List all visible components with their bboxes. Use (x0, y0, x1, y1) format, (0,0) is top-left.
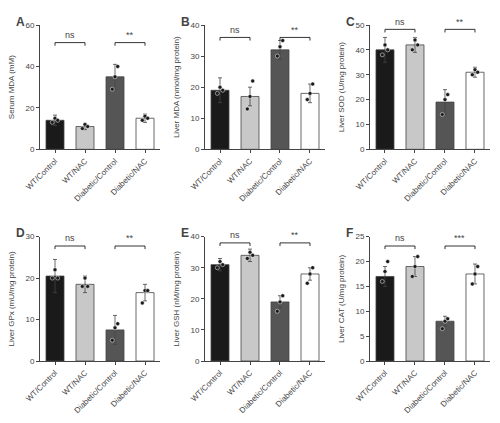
svg-text:ns: ns (395, 17, 405, 27)
svg-text:WT/Control: WT/Control (354, 368, 389, 403)
svg-text:20: 20 (191, 83, 200, 92)
svg-text:WT/Control: WT/Control (189, 157, 224, 192)
svg-text:Diabetic/Control: Diabetic/Control (238, 368, 285, 415)
svg-text:15: 15 (355, 282, 364, 291)
svg-text:Liver SOD (U/mg protein): Liver SOD (U/mg protein) (337, 42, 346, 133)
svg-text:25: 25 (355, 232, 364, 241)
svg-text:ns: ns (395, 233, 405, 243)
svg-text:20: 20 (191, 295, 200, 304)
svg-text:40: 40 (25, 62, 34, 71)
svg-text:WT/Control: WT/Control (354, 157, 389, 192)
svg-text:20: 20 (25, 104, 34, 113)
svg-text:B: B (181, 15, 190, 29)
svg-text:ns: ns (65, 30, 75, 40)
svg-text:40: 40 (191, 21, 200, 30)
svg-text:WT/Control: WT/Control (189, 368, 224, 403)
svg-text:WT/NAC: WT/NAC (391, 368, 420, 397)
svg-text:ns: ns (230, 25, 240, 35)
svg-text:Diabetic/Control: Diabetic/Control (73, 368, 120, 415)
svg-text:D: D (16, 226, 25, 240)
svg-text:10: 10 (191, 326, 200, 335)
svg-text:40: 40 (355, 46, 364, 55)
svg-text:30: 30 (191, 264, 200, 273)
svg-text:50: 50 (355, 21, 364, 30)
svg-text:ns: ns (230, 230, 240, 240)
svg-text:WT/NAC: WT/NAC (61, 157, 90, 186)
svg-text:**: ** (456, 17, 464, 27)
svg-text:Diabetic/NAC: Diabetic/NAC (274, 157, 314, 197)
svg-text:**: ** (126, 233, 134, 243)
svg-text:**: ** (291, 25, 299, 35)
svg-text:WT/NAC: WT/NAC (61, 368, 90, 397)
svg-text:A: A (16, 15, 25, 29)
svg-text:40: 40 (191, 232, 200, 241)
svg-text:WT/NAC: WT/NAC (391, 157, 420, 186)
svg-text:Liver GSH (nM/mg protein): Liver GSH (nM/mg protein) (172, 251, 181, 347)
svg-text:30: 30 (355, 71, 364, 80)
svg-text:0: 0 (30, 357, 35, 366)
svg-text:10: 10 (25, 315, 34, 324)
svg-text:Serum MDA (mM): Serum MDA (mM) (7, 55, 16, 119)
svg-text:0: 0 (195, 357, 200, 366)
svg-text:60: 60 (25, 21, 34, 30)
svg-text:WT/NAC: WT/NAC (226, 368, 255, 397)
svg-text:Diabetic/Control: Diabetic/Control (73, 157, 120, 204)
svg-text:Diabetic/Control: Diabetic/Control (403, 157, 450, 204)
svg-text:30: 30 (191, 52, 200, 61)
svg-text:0: 0 (195, 145, 200, 154)
svg-text:Liver CAT (U/mg protein): Liver CAT (U/mg protein) (337, 254, 346, 343)
svg-text:20: 20 (355, 95, 364, 104)
svg-text:**: ** (126, 30, 134, 40)
svg-text:Diabetic/Control: Diabetic/Control (403, 368, 450, 415)
svg-text:C: C (346, 15, 355, 29)
svg-text:Diabetic/NAC: Diabetic/NAC (439, 157, 479, 197)
svg-text:E: E (181, 226, 189, 240)
svg-text:Diabetic/NAC: Diabetic/NAC (439, 368, 479, 408)
svg-text:Liver MDA (nmol/mg protein): Liver MDA (nmol/mg protein) (172, 36, 181, 138)
svg-text:0: 0 (360, 357, 365, 366)
svg-text:WT/NAC: WT/NAC (226, 157, 255, 186)
svg-text:10: 10 (355, 120, 364, 129)
svg-text:**: ** (291, 230, 299, 240)
svg-text:0: 0 (30, 145, 35, 154)
svg-text:Diabetic/NAC: Diabetic/NAC (274, 368, 314, 408)
svg-text:ns: ns (65, 233, 75, 243)
svg-text:Diabetic/Control: Diabetic/Control (238, 157, 285, 204)
svg-text:20: 20 (355, 257, 364, 266)
svg-text:F: F (346, 226, 353, 240)
svg-text:30: 30 (25, 232, 34, 241)
svg-text:WT/Control: WT/Control (24, 368, 59, 403)
svg-text:Diabetic/NAC: Diabetic/NAC (109, 368, 149, 408)
svg-text:5: 5 (360, 332, 365, 341)
svg-text:10: 10 (191, 114, 200, 123)
svg-text:Liver GPx (mU/mg protein): Liver GPx (mU/mg protein) (7, 251, 16, 346)
svg-text:20: 20 (25, 274, 34, 283)
svg-text:***: *** (454, 233, 465, 243)
svg-text:10: 10 (355, 307, 364, 316)
svg-text:0: 0 (360, 145, 365, 154)
svg-text:WT/Control: WT/Control (24, 157, 59, 192)
svg-text:Diabetic/NAC: Diabetic/NAC (109, 157, 149, 197)
